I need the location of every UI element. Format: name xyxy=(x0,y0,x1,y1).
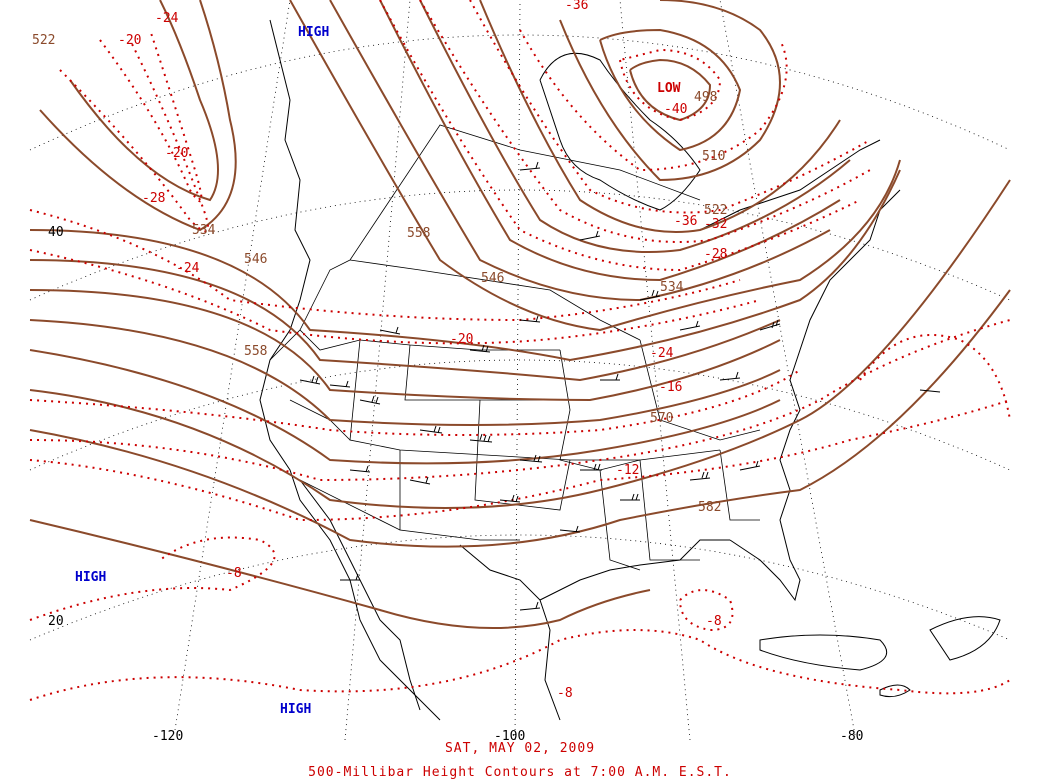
height-label-558-west: 558 xyxy=(244,344,267,359)
isotherms xyxy=(29,0,1011,701)
high-center-north: HIGH xyxy=(298,25,329,40)
latitude-label-20: 20 xyxy=(48,614,64,629)
temp-label-minus20-w: -20 xyxy=(165,146,188,161)
temp-label-minus8-w: -8 xyxy=(226,566,242,581)
height-label-570: 570 xyxy=(650,411,673,426)
map-title: 500-Millibar Height Contours at 7:00 A.M… xyxy=(308,765,732,780)
temp-label-minus8-s: -8 xyxy=(557,686,573,701)
high-center-west: HIGH xyxy=(75,570,106,585)
height-label-522-east: 522 xyxy=(704,203,727,218)
longitude-label-minus80: -80 xyxy=(840,729,863,744)
political-boundaries xyxy=(269,124,761,571)
height-label-582: 582 xyxy=(698,500,721,515)
temp-label-minus28-w: -28 xyxy=(142,191,165,206)
coastlines xyxy=(259,19,1001,721)
temp-label-minus20-central: -20 xyxy=(450,332,473,347)
latitude-label-40: 40 xyxy=(48,225,64,240)
longitude-label-minus100: -100 xyxy=(494,729,525,744)
height-label-558-central: 558 xyxy=(407,226,430,241)
map-date: SAT, MAY 02, 2009 xyxy=(444,741,596,756)
height-label-534-east: 534 xyxy=(660,280,684,295)
temp-label-minus12: -12 xyxy=(616,463,639,478)
height-label-534-west: 534 xyxy=(192,223,216,238)
graticule-labels: 40 20 -120 -100 -80 xyxy=(48,225,863,744)
wind-barbs xyxy=(299,161,941,611)
graticule xyxy=(29,0,1011,741)
low-center: LOW xyxy=(657,81,681,96)
high-center-south: HIGH xyxy=(280,702,311,717)
temperature-labels: -24 -20 -20 -28 -24 -36 -40 -36 -32 -28 … xyxy=(118,0,727,701)
longitude-label-minus120: -120 xyxy=(152,729,183,744)
temp-label-minus36-e: -36 xyxy=(674,214,697,229)
height-label-510: 510 xyxy=(702,149,725,164)
pressure-centers: HIGH LOW HIGH HIGH xyxy=(75,25,681,717)
temp-label-minus28: -28 xyxy=(704,247,727,262)
temp-label-minus16: -16 xyxy=(659,380,682,395)
temp-label-minus20-nw: -20 xyxy=(118,33,141,48)
height-label-546-central: 546 xyxy=(481,271,504,286)
temp-label-minus40: -40 xyxy=(664,102,687,117)
temp-label-minus8-e: -8 xyxy=(706,614,722,629)
temp-label-minus24-w: -24 xyxy=(176,261,200,276)
height-label-498: 498 xyxy=(694,90,717,105)
height-label-522-west: 522 xyxy=(32,33,55,48)
height-contours xyxy=(29,0,1011,629)
height-labels: 522 534 546 558 546 558 510 498 522 534 … xyxy=(32,33,727,515)
temp-label-minus24-e: -24 xyxy=(650,346,674,361)
temp-label-minus36-n: -36 xyxy=(565,0,588,13)
temp-label-minus24-nw: -24 xyxy=(155,11,179,26)
height-label-546-west: 546 xyxy=(244,252,267,267)
temp-label-minus32: -32 xyxy=(704,217,727,232)
